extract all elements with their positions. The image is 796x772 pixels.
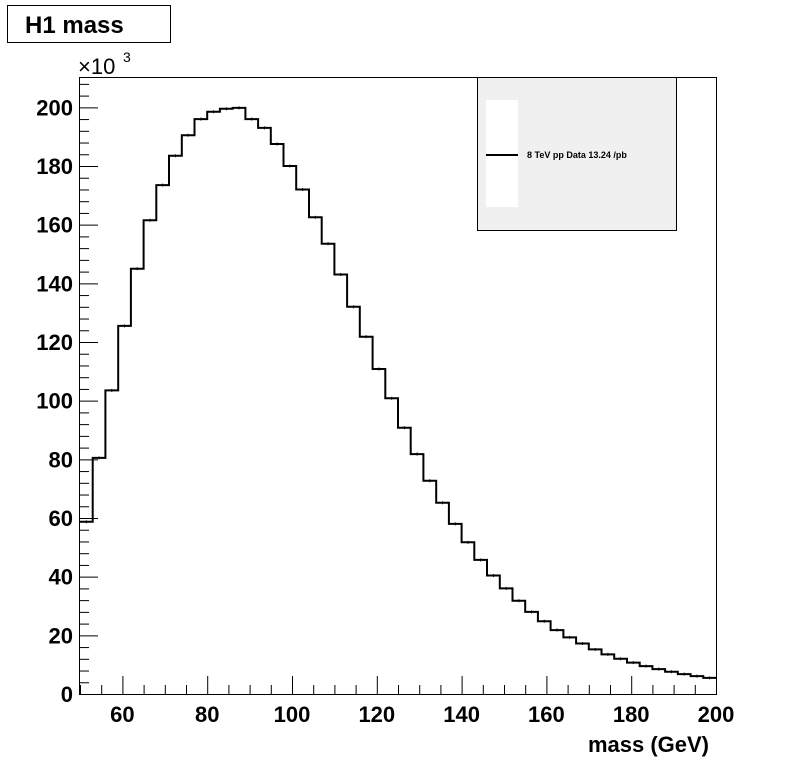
y-tick-label: 80 [49,447,73,472]
y-tick-label: 40 [49,565,73,590]
x-axis: 60 80 100 120 140 160 180 200 [80,676,735,727]
y-axis: 0 20 40 60 80 100 120 140 160 180 200 [36,83,98,707]
legend-entry: 8 TeV pp Data 13.24 /pb [527,150,627,160]
plot-frame [79,77,717,695]
x-tick-label: 60 [110,702,134,727]
x-tick-label: 120 [358,702,395,727]
y-tick-label: 160 [36,213,73,238]
y-multiplier-exponent: 3 [123,49,131,65]
y-tick-label: 120 [36,330,73,355]
y-tick-label: 200 [36,95,73,120]
title-box [7,5,171,43]
y-tick-label: 60 [49,506,73,531]
x-tick-label: 100 [274,702,311,727]
chart-title: H1 mass [25,12,124,39]
legend-marker-bg [486,100,518,207]
y-tick-label: 20 [49,623,73,648]
x-tick-label: 80 [195,702,219,727]
x-axis-title: mass (GeV) [588,732,709,757]
x-tick-label: 180 [613,702,650,727]
y-tick-label: 0 [61,682,73,707]
y-tick-label: 180 [36,154,73,179]
histogram [80,106,716,680]
y-tick-label: 140 [36,271,73,296]
y-multiplier: ×10 [78,54,115,79]
y-tick-label: 100 [36,389,73,414]
x-tick-label: 160 [528,702,565,727]
x-tick-label: 200 [698,702,735,727]
x-tick-label: 140 [443,702,480,727]
legend: 8 TeV pp Data 13.24 /pb [477,77,677,231]
